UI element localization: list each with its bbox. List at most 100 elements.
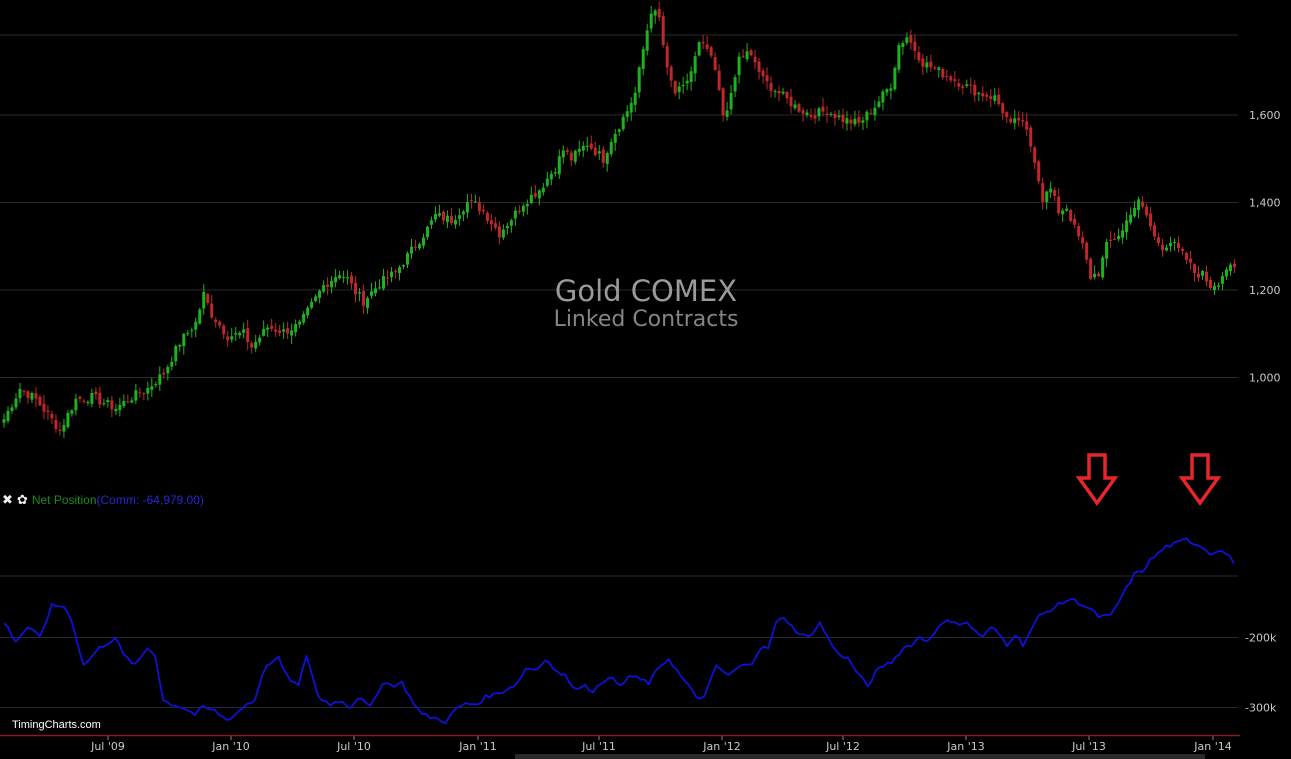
candle-body: [1093, 273, 1097, 278]
chart-subtitle: Linked Contracts: [554, 307, 739, 332]
candle-body: [921, 58, 925, 67]
close-icon[interactable]: ✖: [2, 492, 13, 507]
candle-body: [605, 153, 609, 164]
candle-body: [1212, 285, 1216, 290]
candle-body: [869, 112, 873, 114]
candle-body: [1208, 279, 1212, 289]
x-tick-label: Jul '10: [336, 740, 371, 753]
candle-body: [469, 200, 473, 202]
chart-title-group: Gold COMEX Linked Contracts: [554, 274, 739, 332]
candle-body: [1181, 248, 1185, 251]
down-arrow-icon: [1178, 453, 1222, 506]
candle-body: [625, 111, 629, 117]
candle-body: [749, 50, 753, 56]
candle-body: [110, 400, 114, 410]
candle-body: [909, 35, 913, 43]
candle-body: [274, 329, 278, 332]
candle-body: [485, 212, 489, 222]
candle-body: [609, 142, 613, 155]
x-tick-label: Jan '11: [458, 740, 496, 753]
candle-body: [773, 91, 777, 93]
candle-body: [581, 145, 585, 151]
candle-body: [130, 400, 134, 403]
candle-body: [617, 129, 621, 132]
candle-body: [501, 229, 505, 238]
candle-body: [1081, 237, 1085, 244]
candle-body: [685, 80, 689, 84]
candle-body: [38, 396, 42, 406]
candle-body: [1121, 230, 1125, 238]
price-y-tick-label: 1,200: [1249, 284, 1281, 297]
net-position-line: [3, 537, 1235, 724]
candle-body: [553, 172, 557, 174]
x-tick-label: Jan '14: [1193, 740, 1231, 753]
candle-body: [465, 202, 469, 213]
candle-body: [533, 193, 537, 197]
candle-body: [394, 270, 398, 272]
candle-body: [326, 284, 330, 287]
candle-body: [362, 291, 366, 306]
scrollbar-stub[interactable]: [515, 754, 1205, 759]
candle-body: [122, 401, 126, 407]
candle-body: [761, 70, 765, 77]
candle-body: [805, 112, 809, 116]
candle-body: [661, 15, 665, 46]
candle-body: [1129, 214, 1133, 223]
candle-body: [1089, 258, 1093, 280]
candle-body: [905, 37, 909, 43]
candle-body: [861, 120, 865, 123]
candle-body: [421, 237, 425, 246]
candle-body: [565, 150, 569, 153]
x-tick-label: Jul '09: [90, 740, 125, 753]
candle-body: [781, 91, 785, 94]
candle-body: [138, 392, 142, 394]
candle-body: [889, 88, 893, 91]
candle-body: [198, 309, 202, 324]
candle-body: [597, 151, 601, 154]
candle-body: [933, 67, 937, 69]
candle-body: [585, 145, 589, 147]
candle-body: [246, 328, 250, 342]
x-tick-label: Jan '10: [211, 740, 249, 753]
candle-body: [941, 69, 945, 78]
candle-body: [162, 372, 166, 375]
candle-body: [134, 390, 138, 401]
candle-body: [1013, 118, 1017, 124]
gear-icon[interactable]: ✿: [16, 492, 28, 507]
candle-body: [1025, 121, 1029, 130]
candle-body: [673, 81, 677, 94]
candle-body: [545, 178, 549, 186]
candle-body: [386, 277, 390, 279]
candle-body: [1133, 207, 1137, 217]
candle-body: [633, 92, 637, 105]
candle-body: [1077, 225, 1081, 237]
candle-body: [222, 325, 226, 335]
candle-body: [445, 215, 449, 223]
candle-body: [1145, 206, 1149, 216]
candle-body: [1009, 118, 1013, 123]
candle-body: [202, 291, 206, 309]
candle-body: [102, 403, 106, 405]
candle-body: [262, 328, 266, 336]
candle-body: [398, 267, 402, 274]
candle-body: [210, 303, 214, 318]
candle-body: [46, 410, 50, 412]
candle-body: [893, 67, 897, 90]
candle-body: [354, 283, 358, 295]
candle-body: [94, 391, 98, 395]
candle-body: [318, 290, 322, 298]
candle-body: [645, 30, 649, 51]
candle-body: [106, 400, 110, 402]
candle-body: [629, 103, 633, 113]
candle-body: [42, 403, 46, 412]
candle-body: [1069, 209, 1073, 222]
candle-body: [358, 292, 362, 294]
candle-body: [402, 265, 405, 267]
x-tick-label: Jul '13: [1071, 740, 1106, 753]
candle-body: [250, 343, 254, 348]
candle-body: [417, 244, 421, 249]
candle-body: [529, 194, 533, 203]
candle-body: [793, 104, 797, 109]
candle-body: [182, 333, 186, 347]
candle-body: [817, 108, 821, 117]
